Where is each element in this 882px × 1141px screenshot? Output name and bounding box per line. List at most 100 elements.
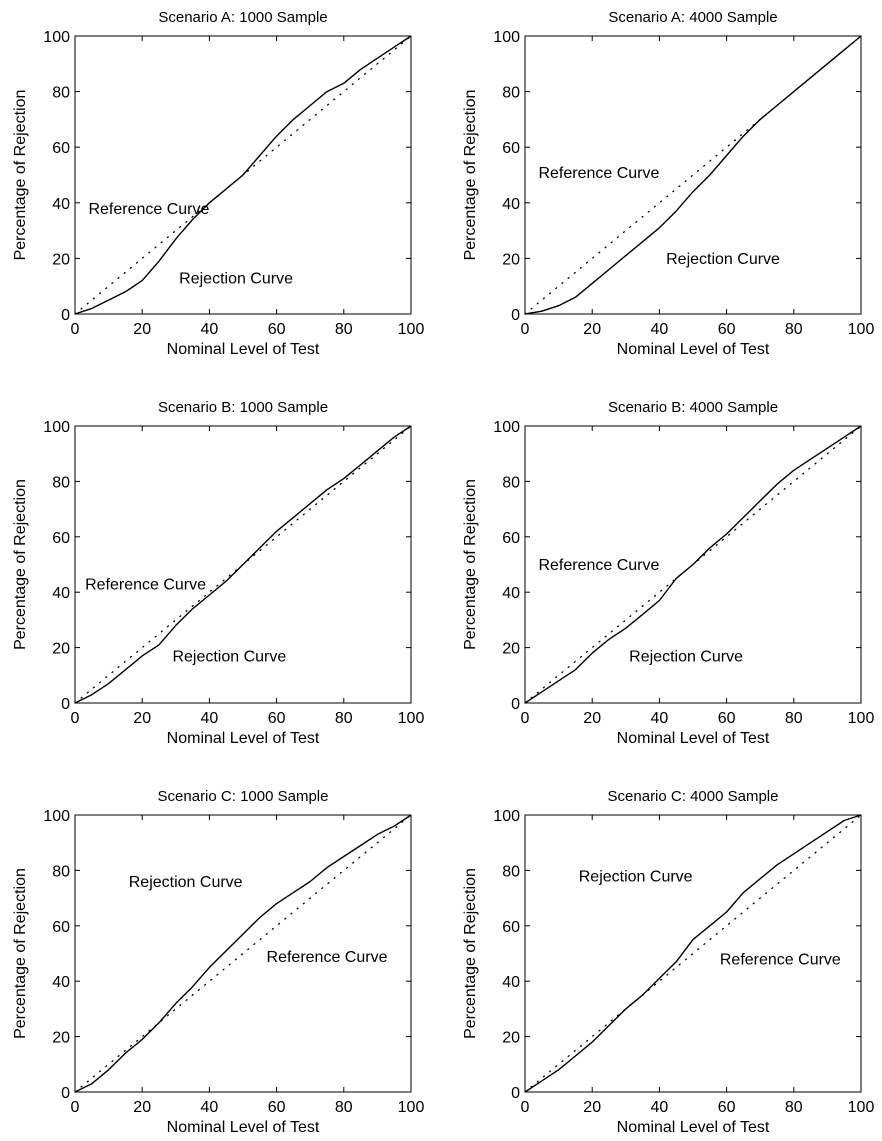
chart-4-axes-frame bbox=[524, 425, 862, 704]
chart-6-x-tick-label: 20 bbox=[583, 1099, 601, 1116]
chart-2-y-axis-label: Percentage of Rejection bbox=[462, 90, 479, 261]
chart-4-series-rejection-curve bbox=[524, 425, 862, 704]
chart-4-x-tick-label: 100 bbox=[848, 710, 875, 727]
chart-3-axes-frame bbox=[74, 425, 412, 704]
chart-5-x-tick-label: 100 bbox=[398, 1099, 425, 1116]
chart-1-y-tick-label: 80 bbox=[52, 85, 70, 102]
chart-4-y-tick-label: 0 bbox=[511, 696, 520, 713]
chart-3-annotation-rejection-curve: Rejection Curve bbox=[172, 648, 286, 665]
chart-2-y-tick-label: 80 bbox=[502, 85, 520, 102]
chart-5-y-tick-label: 60 bbox=[52, 919, 70, 936]
chart-4-x-tick-label: 60 bbox=[718, 710, 736, 727]
chart-2-x-tick-label: 80 bbox=[785, 321, 803, 338]
chart-1-x-axis-label: Nominal Level of Test bbox=[167, 341, 320, 358]
chart-5-x-tick-label: 80 bbox=[335, 1099, 353, 1116]
chart-6-x-tick-label: 80 bbox=[785, 1099, 803, 1116]
chart-4-x-tick-label: 20 bbox=[583, 710, 601, 727]
chart-6-x-tick-label: 40 bbox=[651, 1099, 669, 1116]
chart-6: 0 20 40 60 80 100 0 20 40 60 80 100 Scenario C: 4000… bbox=[462, 788, 874, 1136]
chart-4-y-axis-label: Percentage of Rejection bbox=[462, 479, 479, 650]
chart-6-annotation-reference-curve: Reference Curve bbox=[720, 952, 841, 969]
chart-6-x-tick-label: 0 bbox=[521, 1099, 530, 1116]
chart-5-series-rejection-curve bbox=[74, 814, 412, 1093]
chart-4-y-tick-label: 20 bbox=[502, 641, 520, 658]
chart-6-y-tick-label: 0 bbox=[511, 1085, 520, 1102]
chart-2-x-axis-label: Nominal Level of Test bbox=[617, 341, 770, 358]
chart-1-y-axis-label: Percentage of Rejection bbox=[12, 90, 29, 261]
chart-6-series-reference-curve bbox=[524, 814, 862, 1093]
chart-3-y-tick-label: 100 bbox=[43, 419, 70, 436]
chart-4-y-tick-label: 40 bbox=[502, 585, 520, 602]
chart-5-title: Scenario C: 1000 Sample bbox=[158, 788, 329, 805]
chart-1-x-tick-label: 100 bbox=[398, 321, 425, 338]
chart-1-annotation-rejection-curve: Rejection Curve bbox=[179, 270, 293, 287]
chart-2-x-tick-label: 20 bbox=[583, 321, 601, 338]
chart-2-y-tick-label: 20 bbox=[502, 251, 520, 268]
chart-6-annotation-rejection-curve: Rejection Curve bbox=[579, 868, 693, 885]
chart-4-x-tick-label: 80 bbox=[785, 710, 803, 727]
chart-4-y-tick-label: 80 bbox=[502, 474, 520, 491]
chart-6-x-axis-label: Nominal Level of Test bbox=[617, 1119, 770, 1136]
chart-2-y-tick-label: 40 bbox=[502, 196, 520, 213]
chart-2: 0 20 40 60 80 100 0 20 40 60 80 100 Scenario A: 4000… bbox=[462, 9, 874, 358]
chart-1-x-tick-label: 40 bbox=[201, 321, 219, 338]
chart-2-series-reference-curve bbox=[524, 35, 862, 315]
chart-4: 0 20 40 60 80 100 0 20 40 60 80 100 Scenario B: 4000… bbox=[462, 399, 874, 747]
chart-3: 0 20 40 60 80 100 0 20 40 60 80 100 Scenario B: 1000… bbox=[12, 399, 424, 747]
chart-1-y-tick-label: 100 bbox=[43, 29, 70, 46]
chart-3-y-axis-label: Percentage of Rejection bbox=[12, 479, 29, 650]
chart-5-y-tick-label: 100 bbox=[43, 808, 70, 825]
chart-5-annotation-reference-curve: Reference Curve bbox=[267, 949, 388, 966]
chart-5-series-reference-curve bbox=[74, 814, 412, 1093]
chart-6-y-tick-label: 80 bbox=[502, 863, 520, 880]
chart-4-title: Scenario B: 4000 Sample bbox=[608, 399, 778, 416]
chart-1-series-reference-curve bbox=[74, 35, 412, 315]
chart-4-annotation-reference-curve: Reference Curve bbox=[538, 557, 659, 574]
chart-2-title: Scenario A: 4000 Sample bbox=[608, 9, 777, 26]
chart-1-annotation-reference-curve: Reference Curve bbox=[88, 201, 209, 218]
chart-5-x-tick-label: 20 bbox=[133, 1099, 151, 1116]
chart-1-y-tick-label: 20 bbox=[52, 251, 70, 268]
chart-3-y-tick-label: 20 bbox=[52, 641, 70, 658]
chart-1-axes-frame bbox=[74, 35, 412, 315]
chart-1-y-tick-label: 40 bbox=[52, 196, 70, 213]
chart-3-x-tick-label: 40 bbox=[201, 710, 219, 727]
chart-3-x-tick-label: 80 bbox=[335, 710, 353, 727]
chart-2-annotation-reference-curve: Reference Curve bbox=[538, 165, 659, 182]
chart-4-series-reference-curve bbox=[524, 425, 862, 704]
chart-5-y-tick-label: 0 bbox=[61, 1085, 70, 1102]
chart-1-series-rejection-curve bbox=[74, 35, 412, 315]
chart-3-annotation-reference-curve: Reference Curve bbox=[85, 576, 206, 593]
chart-4-annotation-rejection-curve: Rejection Curve bbox=[629, 648, 743, 665]
chart-2-annotation-rejection-curve: Rejection Curve bbox=[666, 251, 780, 268]
chart-6-axes-frame bbox=[524, 814, 862, 1093]
chart-6-x-tick-label: 100 bbox=[848, 1099, 875, 1116]
chart-5-y-tick-label: 80 bbox=[52, 863, 70, 880]
chart-3-series-reference-curve bbox=[74, 425, 412, 704]
chart-5-annotation-rejection-curve: Rejection Curve bbox=[129, 874, 243, 891]
chart-6-y-tick-label: 40 bbox=[502, 974, 520, 991]
chart-5-y-axis-label: Percentage of Rejection bbox=[12, 868, 29, 1039]
chart-6-y-axis-label: Percentage of Rejection bbox=[462, 868, 479, 1039]
chart-3-y-tick-label: 0 bbox=[61, 696, 70, 713]
chart-5-x-axis-label: Nominal Level of Test bbox=[167, 1119, 320, 1136]
chart-2-x-tick-label: 0 bbox=[521, 321, 530, 338]
chart-6-y-tick-label: 100 bbox=[493, 808, 520, 825]
chart-5: 0 20 40 60 80 100 0 20 40 60 80 100 Scenario C: 1000… bbox=[12, 788, 424, 1136]
chart-5-x-tick-label: 40 bbox=[201, 1099, 219, 1116]
chart-2-x-tick-label: 60 bbox=[718, 321, 736, 338]
chart-3-y-tick-label: 80 bbox=[52, 474, 70, 491]
chart-1-x-tick-label: 60 bbox=[268, 321, 286, 338]
chart-3-x-tick-label: 0 bbox=[71, 710, 80, 727]
chart-5-y-tick-label: 40 bbox=[52, 974, 70, 991]
chart-1: 0 20 40 60 80 100 0 20 40 60 80 100 Scenario A: 1000… bbox=[12, 9, 424, 358]
chart-1-x-tick-label: 20 bbox=[133, 321, 151, 338]
chart-5-x-tick-label: 0 bbox=[71, 1099, 80, 1116]
chart-6-series-rejection-curve bbox=[524, 814, 862, 1093]
chart-6-title: Scenario C: 4000 Sample bbox=[608, 788, 779, 805]
chart-1-x-tick-label: 80 bbox=[335, 321, 353, 338]
chart-4-y-tick-label: 60 bbox=[502, 530, 520, 547]
chart-2-y-tick-label: 0 bbox=[511, 307, 520, 324]
chart-3-x-axis-label: Nominal Level of Test bbox=[167, 730, 320, 747]
chart-2-x-tick-label: 100 bbox=[848, 321, 875, 338]
